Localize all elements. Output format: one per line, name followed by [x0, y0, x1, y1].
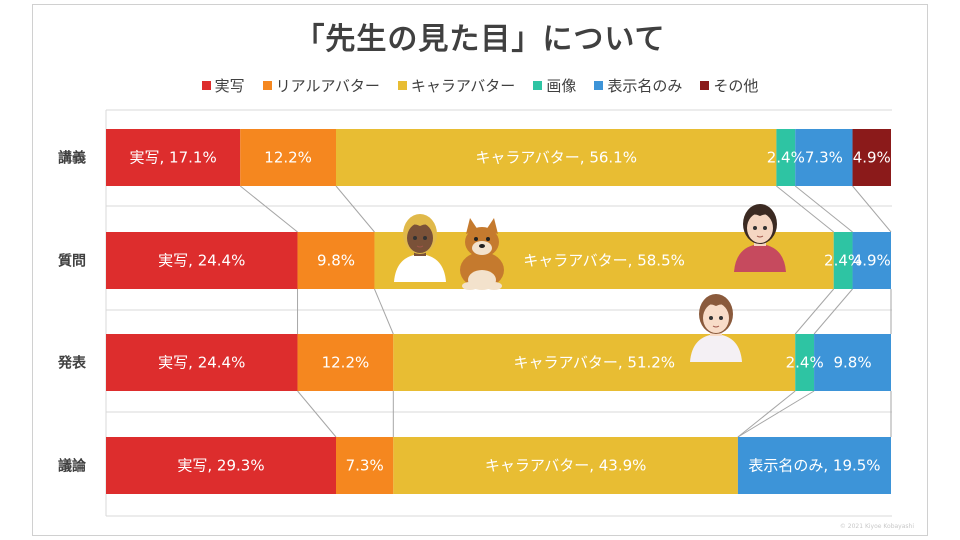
bar-segment	[776, 129, 796, 186]
legend-label: その他	[713, 77, 759, 95]
category-label: 議論	[58, 458, 87, 475]
data-label: 実写, 24.4%	[158, 252, 245, 270]
legend-swatch	[201, 81, 211, 90]
data-label: 7.3%	[346, 457, 384, 475]
series-line	[737, 390, 815, 438]
bar-segment	[240, 129, 337, 186]
data-label: 実写, 29.3%	[177, 457, 264, 475]
data-label: 2.4%	[786, 354, 824, 372]
legend-item: 実写	[201, 75, 245, 96]
data-label: キャラアバター, 51.2%	[513, 354, 675, 372]
bar-segment	[393, 437, 738, 494]
category-label: 講義	[58, 150, 86, 167]
avatar-anime-girl-2	[690, 294, 742, 362]
series-lines	[239, 185, 892, 438]
copyright-text: © 2021 Kiyoe Kobayashi	[839, 523, 914, 530]
category-label: 質問	[58, 253, 86, 270]
data-label: キャラアバター, 43.9%	[485, 457, 647, 475]
legend-item: 表示名のみ	[594, 75, 682, 96]
series-line	[852, 185, 892, 233]
data-label: 実写, 24.4%	[158, 354, 245, 372]
bar-segment	[106, 437, 337, 494]
bar-segments	[106, 129, 891, 494]
legend-item: リアルアバター	[262, 75, 380, 96]
series-line	[297, 390, 337, 438]
data-label: 表示名のみ, 19.5%	[748, 457, 880, 475]
bar-segment	[852, 232, 891, 289]
legend-label: リアルアバター	[275, 77, 380, 95]
shiba-dog-avatar	[460, 218, 504, 290]
data-label: キャラアバター, 56.1%	[475, 149, 637, 167]
bar-segment	[106, 129, 241, 186]
bar-segment	[297, 232, 375, 289]
legend-item: キャラアバター	[397, 75, 516, 96]
series-line	[737, 390, 796, 438]
legend-swatch	[594, 81, 604, 90]
bar-segment	[852, 129, 891, 186]
bar-segment	[297, 334, 394, 391]
series-line	[335, 185, 375, 233]
bar-segment	[814, 334, 891, 391]
series-line	[813, 288, 853, 335]
segment-labels: 実写, 17.1% 12.2% キャラアバター, 56.1% 2.4% 7.3% 4.9%…	[130, 149, 891, 475]
legend-item: 画像	[533, 75, 576, 96]
data-label: 4.9%	[853, 149, 891, 167]
avatar-realistic-boy	[394, 214, 446, 282]
bar-segment	[795, 334, 815, 391]
data-label: 実写, 17.1%	[130, 149, 217, 167]
data-label: 12.2%	[322, 354, 370, 372]
avatar-illustrations	[394, 204, 786, 362]
data-label: 9.8%	[833, 354, 871, 372]
bar-segment	[795, 129, 853, 186]
legend-label: 実写	[214, 77, 245, 95]
chart-legend: 実写 リアルアバター キャラアバター 画像 表示名のみ その他	[0, 75, 960, 96]
bar-segment	[737, 437, 891, 494]
bar-segment	[106, 334, 298, 391]
series-line	[374, 288, 394, 335]
legend-label: キャラアバター	[410, 77, 516, 95]
series-line	[794, 185, 853, 233]
data-label: 7.3%	[805, 149, 843, 167]
bar-segment	[833, 232, 853, 289]
legend-label: 表示名のみ	[607, 77, 683, 95]
data-label: 4.9%	[853, 252, 891, 270]
bar-segment	[336, 129, 777, 186]
category-label: 発表	[57, 355, 87, 372]
legend-label: 画像	[546, 77, 577, 95]
legend-swatch	[262, 81, 272, 90]
series-line	[794, 288, 835, 335]
data-label: 9.8%	[317, 252, 355, 270]
legend-swatch	[700, 81, 710, 90]
series-line	[776, 185, 835, 233]
legend-swatch	[397, 81, 407, 90]
series-line	[239, 185, 298, 233]
data-label: 12.2%	[264, 149, 312, 167]
data-label: 2.4%	[767, 149, 805, 167]
data-label: キャラアバター, 58.5%	[523, 252, 685, 270]
chart-title: 「先生の見た目」について	[294, 22, 666, 57]
legend-item: その他	[700, 75, 758, 96]
bar-segment	[106, 232, 298, 289]
avatar-anime-girl	[734, 204, 786, 272]
legend-swatch	[533, 81, 543, 90]
bar-segment	[336, 437, 394, 494]
data-label: 2.4%	[824, 252, 862, 270]
